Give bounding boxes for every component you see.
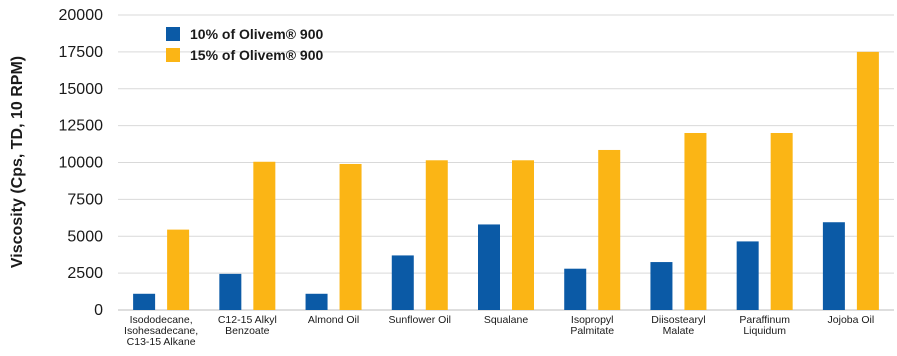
y-axis-label: Viscosity (Cps, TD, 10 RPM) [9,56,26,268]
bar [478,224,500,310]
x-category-label: Diisostearyl [651,314,705,326]
y-tick-label: 7500 [67,191,103,208]
x-category-label: Palmitate [570,325,614,337]
x-category-label: Isopropyl [571,314,614,326]
x-category-label: Almond Oil [308,314,359,326]
x-category-label: Isohesadecane, [124,325,198,337]
x-category-label: Paraffinum [739,314,790,326]
x-category-label: Sunflower Oil [389,314,451,326]
bar [770,133,793,310]
x-category-label: C13-15 Alkane [127,336,196,348]
y-tick-label: 17500 [59,44,104,61]
y-tick-label: 2500 [67,265,103,282]
gridlines [118,14,894,311]
legend-swatch [166,48,180,62]
bar [219,273,242,310]
legend-label: 10% of Olivem® 900 [190,26,323,42]
legend-swatch [166,27,180,41]
x-category-label: C12-15 Alkyl [218,314,277,326]
x-category-label: Liquidum [743,325,786,337]
bar [253,161,276,310]
bar [684,133,707,310]
y-axis-ticks: 0 2500 5000 7500 10000 12500 15000 17500 20000 [59,7,104,319]
x-axis-categories: Isododecane,Isohesadecane,C13-15 Alkane C… [124,314,874,348]
bar [305,293,328,310]
x-category-label: Malate [663,325,695,337]
bar [391,255,414,310]
x-category-label: Jojoba Oil [828,314,875,326]
bar [822,222,845,310]
bar [425,160,448,310]
bars [133,51,879,310]
legend-label: 15% of Olivem® 900 [190,47,323,63]
x-category-label: Isododecane, [130,314,193,326]
y-tick-label: 20000 [59,7,104,24]
y-tick-label: 0 [94,302,103,319]
y-tick-label: 5000 [67,228,103,245]
bar [339,163,362,310]
y-tick-label: 12500 [59,118,104,135]
bar [512,160,534,310]
x-category-label: Squalane [484,314,529,326]
bar [736,241,759,310]
bar [856,51,879,310]
bar [133,293,156,310]
bar [598,149,621,310]
bar [650,262,673,310]
y-tick-label: 15000 [59,81,104,98]
bar [167,229,190,310]
bar [564,268,587,310]
legend: 10% of Olivem® 900 15% of Olivem® 900 [166,26,323,63]
y-tick-label: 10000 [59,155,104,172]
x-category-label: Benzoate [225,325,270,337]
